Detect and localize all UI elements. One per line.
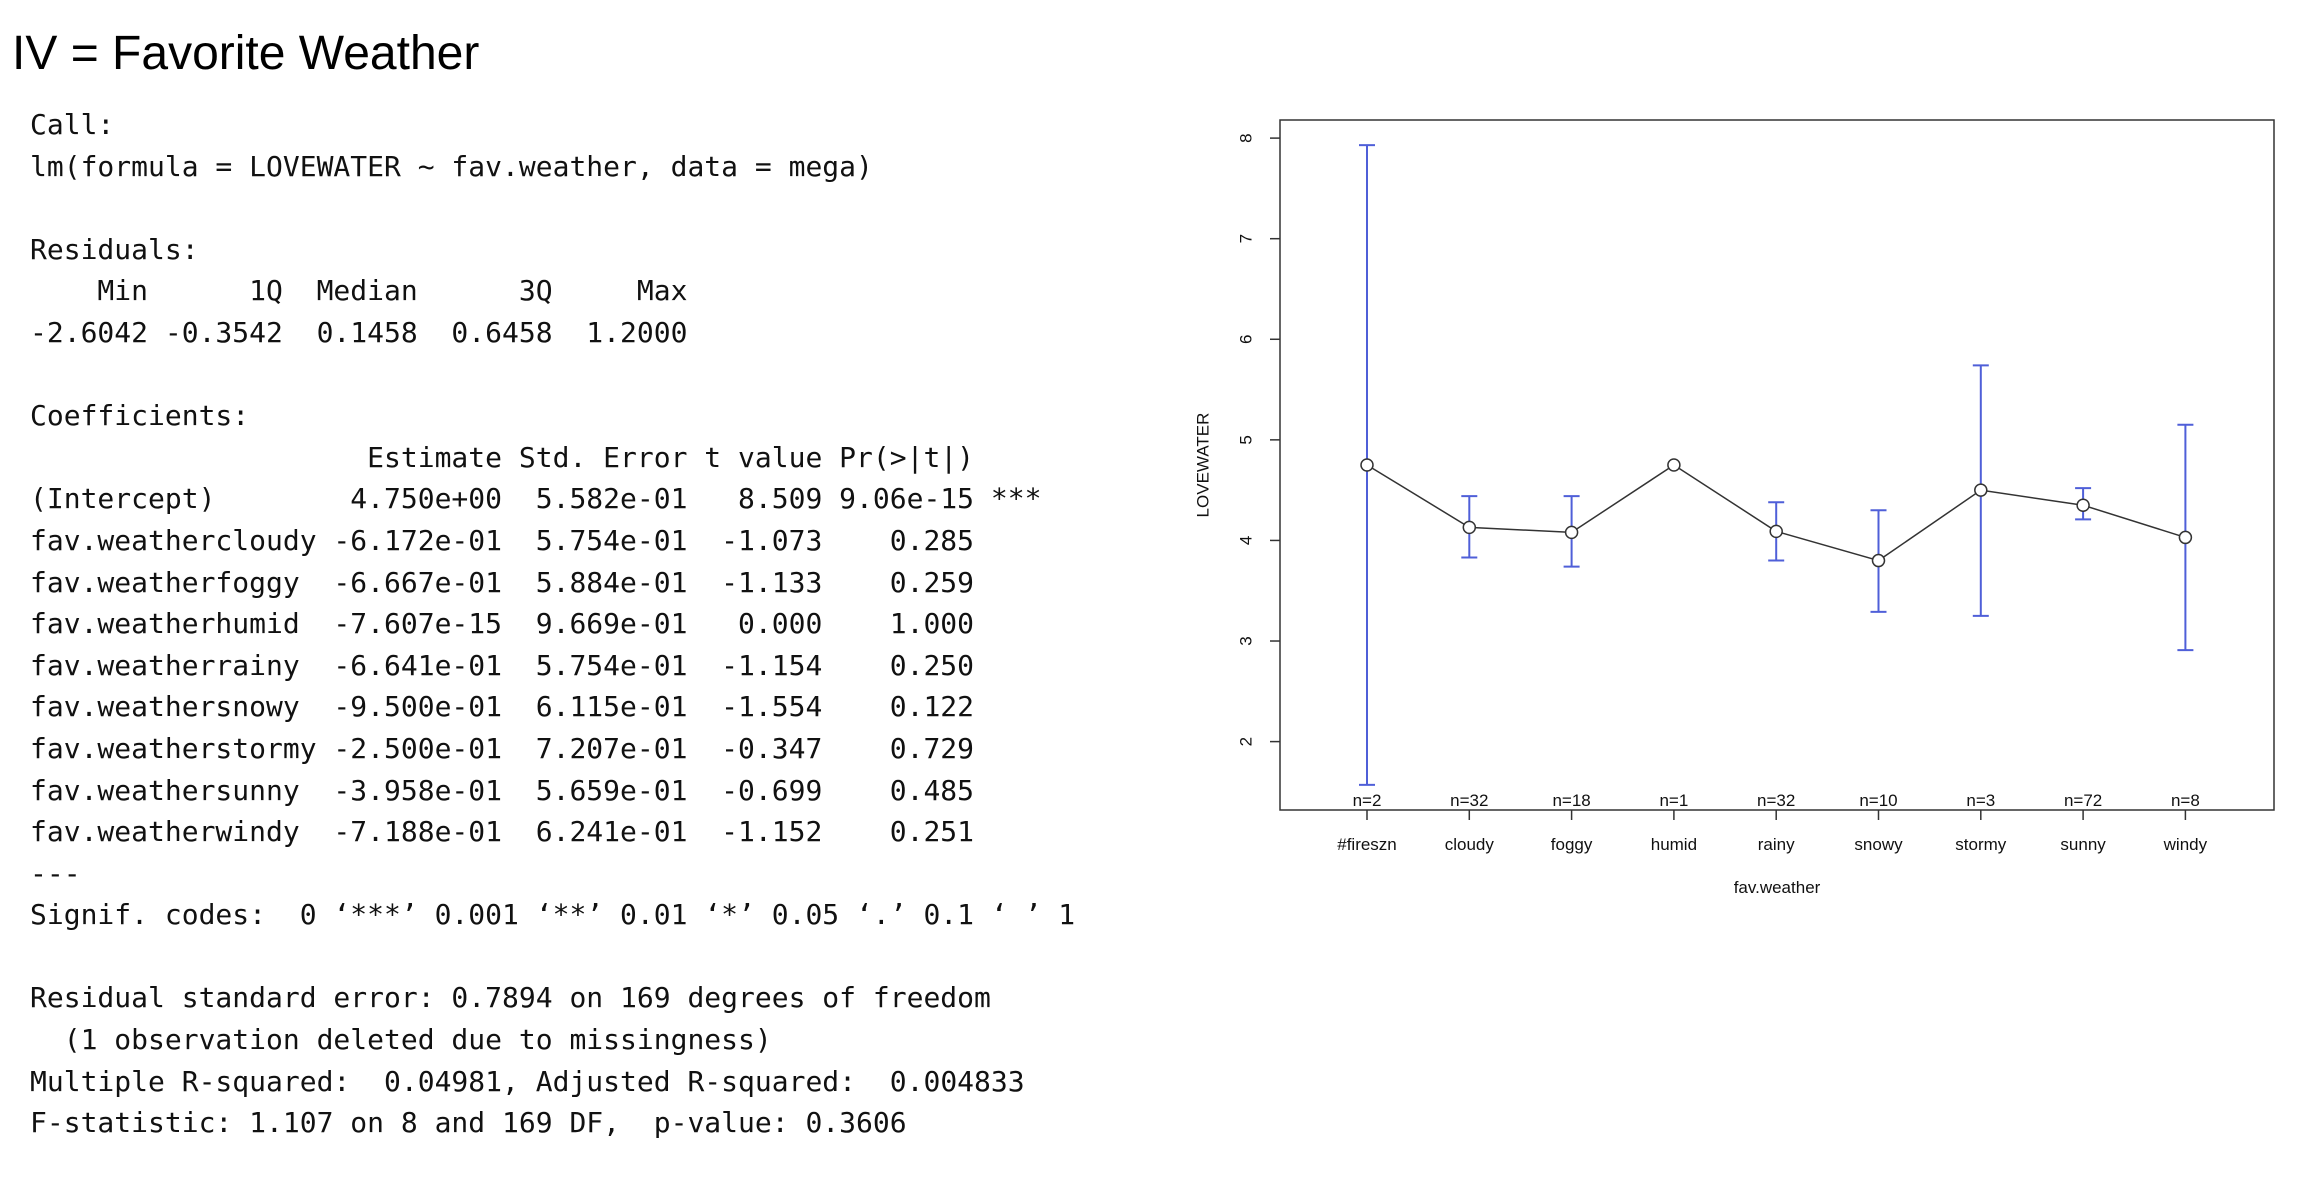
mean-point bbox=[1462, 520, 1477, 535]
mean-point bbox=[1871, 553, 1886, 568]
output-line: lm(formula = LOVEWATER ~ fav.weather, da… bbox=[30, 149, 873, 183]
mean-point bbox=[1564, 525, 1579, 540]
mean-point bbox=[1360, 458, 1374, 472]
plot-frame bbox=[1279, 119, 2275, 811]
x-tick-label: rainy bbox=[1758, 835, 1795, 854]
y-tick-label: 7 bbox=[1236, 234, 1255, 243]
mean-point bbox=[2076, 498, 2090, 512]
n-label: n=1 bbox=[1659, 791, 1688, 810]
n-label: n=18 bbox=[1552, 791, 1590, 810]
n-label: n=10 bbox=[1859, 791, 1897, 810]
output-line: fav.weatherfoggy -6.667e-01 5.884e-01 -1… bbox=[30, 565, 1042, 599]
x-tick-label: snowy bbox=[1854, 835, 1903, 854]
x-tick-label: stormy bbox=[1955, 835, 2007, 854]
r-output: Call: lm(formula = LOVEWATER ~ fav.weathe… bbox=[30, 104, 1075, 1185]
output-line: -2.6042 -0.3542 0.1458 0.6458 1.2000 bbox=[30, 315, 705, 349]
n-label: n=3 bbox=[1966, 791, 1995, 810]
x-tick-label: windy bbox=[2163, 835, 2208, 854]
output-line: fav.weatherwindy -7.188e-01 6.241e-01 -1… bbox=[30, 815, 1042, 849]
x-tick-label: cloudy bbox=[1445, 835, 1495, 854]
n-label: n=8 bbox=[2171, 791, 2200, 810]
output-line: Residual standard error: 0.7894 on 169 d… bbox=[30, 981, 991, 1015]
output-line: Multiple R-squared: 0.04981, Adjusted R-… bbox=[30, 1064, 1042, 1098]
mean-point bbox=[2178, 530, 2193, 545]
y-tick-label: 5 bbox=[1236, 435, 1255, 444]
x-tick-label: foggy bbox=[1551, 835, 1593, 854]
output-line: fav.weathersunny -3.958e-01 5.659e-01 -0… bbox=[30, 773, 1042, 807]
mean-point bbox=[1667, 458, 1681, 472]
y-tick-label: 6 bbox=[1236, 335, 1255, 344]
output-line: (Intercept) 4.750e+00 5.582e-01 8.509 9.… bbox=[30, 482, 1042, 516]
output-line: Signif. codes: 0 ‘***’ 0.001 ‘**’ 0.01 ‘… bbox=[30, 898, 1076, 932]
y-axis-label: LOVEWATER bbox=[1193, 413, 1212, 518]
y-tick-label: 2 bbox=[1236, 737, 1255, 746]
x-axis-label: fav.weather bbox=[1734, 878, 1821, 897]
y-tick-label: 3 bbox=[1236, 636, 1255, 645]
output-block: Residuals: Min 1Q Median 3Q Max -2.6042 … bbox=[30, 229, 1075, 354]
x-tick-label: humid bbox=[1651, 835, 1697, 854]
output-line: fav.weathercloudy -6.172e-01 5.754e-01 -… bbox=[30, 523, 1042, 557]
output-block: Call: lm(formula = LOVEWATER ~ fav.weathe… bbox=[30, 104, 1075, 187]
output-line: Coefficients: bbox=[30, 399, 250, 433]
output-line: fav.weatherstormy -2.500e-01 7.207e-01 -… bbox=[30, 731, 1042, 765]
n-label: n=32 bbox=[1757, 791, 1795, 810]
output-line: fav.weatherrainy -6.641e-01 5.754e-01 -1… bbox=[30, 648, 1042, 682]
n-label: n=72 bbox=[2064, 791, 2102, 810]
output-line: F-statistic: 1.107 on 8 and 169 DF, p-va… bbox=[30, 1106, 907, 1140]
output-block: Coefficients: Estimate Std. Error t valu… bbox=[30, 395, 1075, 936]
mean-point bbox=[1974, 483, 1988, 497]
output-line: (1 observation deleted due to missingnes… bbox=[30, 1023, 772, 1057]
n-label: n=32 bbox=[1450, 791, 1488, 810]
mean-point bbox=[1769, 524, 1783, 539]
output-line: fav.weatherhumid -7.607e-15 9.669e-01 0.… bbox=[30, 607, 1042, 641]
output-line: Min 1Q Median 3Q Max bbox=[30, 274, 705, 308]
page-title: IV = Favorite Weather bbox=[12, 27, 480, 80]
output-line: fav.weathersnowy -9.500e-01 6.115e-01 -1… bbox=[30, 690, 1042, 724]
output-line: --- bbox=[30, 856, 81, 890]
x-tick-label: #fireszn bbox=[1337, 835, 1397, 854]
y-tick-label: 8 bbox=[1236, 133, 1255, 142]
output-block: Residual standard error: 0.7894 on 169 d… bbox=[30, 977, 1075, 1143]
output-line: Residuals: bbox=[30, 232, 199, 266]
x-tick-label: sunny bbox=[2060, 835, 2106, 854]
output-line: Call: bbox=[30, 108, 115, 141]
y-tick-label: 4 bbox=[1236, 536, 1255, 545]
n-label: n=2 bbox=[1353, 791, 1382, 810]
output-line: Estimate Std. Error t value Pr(>|t|) bbox=[30, 440, 1042, 474]
